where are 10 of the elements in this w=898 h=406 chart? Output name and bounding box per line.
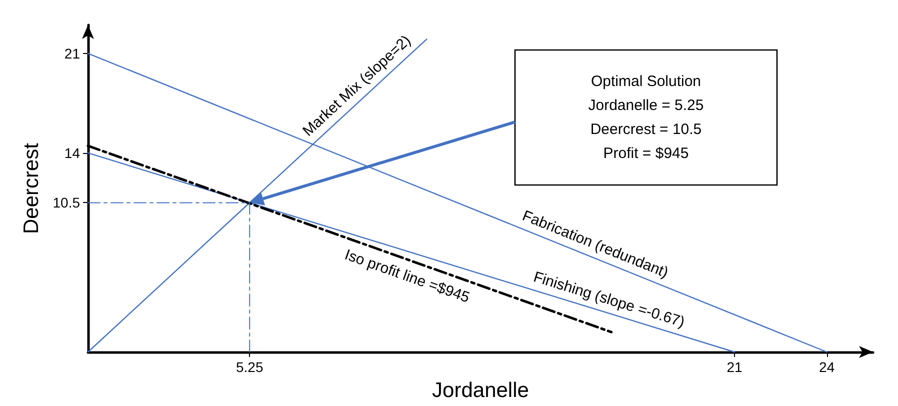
y-tick-label: 14 (64, 144, 80, 161)
y-tick-label: 10.5 (52, 194, 80, 211)
annotation: Optimal Solution Jordanelle = 5.25 Deercrest = 10.5 Profit = $945 (588, 73, 704, 162)
x-axis-title: Jordanelle (432, 379, 529, 402)
y-tick-label: 21 (64, 45, 80, 62)
x-tick-label: 24 (819, 359, 835, 375)
y-axis-title: Deercrest (20, 142, 43, 234)
text: Iso profit line =$945 (342, 246, 472, 306)
x-tick-label: 5.25 (236, 359, 264, 375)
x-tick-label: 21 (726, 359, 742, 375)
